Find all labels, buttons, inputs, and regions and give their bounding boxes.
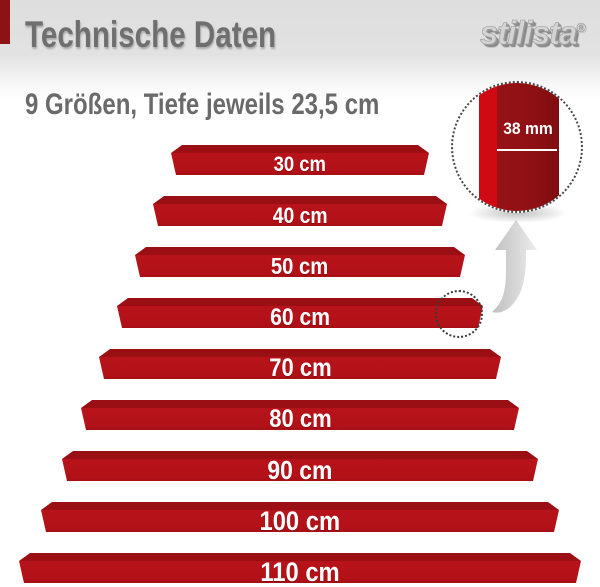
shelf-60cm: 60 cm xyxy=(117,298,483,328)
subtitle: 9 Größen, Tiefe jeweils 23,5 cm xyxy=(25,88,380,121)
shelf-label: 30 cm xyxy=(273,153,327,176)
shelf-label: 100 cm xyxy=(259,506,341,536)
shelf-110cm: 110 cm xyxy=(19,553,581,583)
shelf-label: 70 cm xyxy=(268,354,332,382)
shelf-label: 40 cm xyxy=(272,203,328,228)
zoom-arrow-icon xyxy=(492,220,537,313)
detail-circle: 38 mm xyxy=(451,81,583,213)
shelf-side-face xyxy=(479,83,497,211)
shelf-80cm: 80 cm xyxy=(81,400,519,430)
shelf-label: 110 cm xyxy=(260,557,340,587)
shelf-label: 60 cm xyxy=(270,304,330,331)
shelf-label: 80 cm xyxy=(268,405,332,433)
shelf-40cm: 40 cm xyxy=(153,196,447,226)
shelf-front-face xyxy=(497,83,559,211)
shelf-70cm: 70 cm xyxy=(99,349,501,379)
shelf-label: 90 cm xyxy=(267,455,333,485)
zoom-source-circle xyxy=(435,290,483,338)
shelf-100cm: 100 cm xyxy=(41,502,559,532)
corner-accent-bar xyxy=(0,0,10,44)
shelf-50cm: 50 cm xyxy=(135,247,465,277)
measure-line xyxy=(497,149,557,151)
shelf-30cm: 30 cm xyxy=(171,145,429,175)
brand-logo: stilista® xyxy=(480,14,586,52)
thickness-label: 38 mm xyxy=(503,119,553,138)
shelf-90cm: 90 cm xyxy=(62,451,538,481)
page-title: Technische Daten xyxy=(25,14,277,55)
registered-trademark-icon: ® xyxy=(576,20,586,35)
brand-logo-text: stilista xyxy=(479,14,578,52)
shelf-label: 50 cm xyxy=(271,253,329,279)
